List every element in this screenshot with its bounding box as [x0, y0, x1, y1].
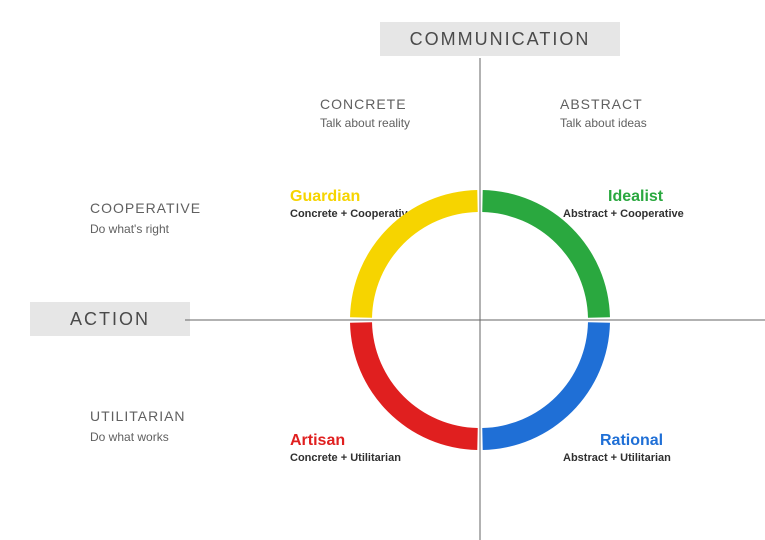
diagram-svg	[0, 0, 765, 540]
